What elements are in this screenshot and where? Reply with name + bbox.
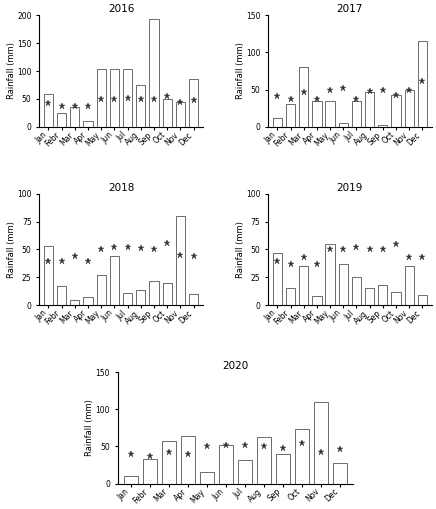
- Bar: [136, 290, 145, 305]
- Y-axis label: Rainfall (mm): Rainfall (mm): [85, 400, 94, 456]
- Bar: [326, 101, 335, 127]
- Bar: [339, 123, 348, 127]
- Bar: [352, 277, 361, 305]
- Bar: [189, 79, 198, 127]
- Bar: [124, 476, 138, 484]
- Bar: [110, 69, 119, 127]
- Title: 2019: 2019: [337, 183, 363, 193]
- Bar: [163, 99, 172, 127]
- Bar: [295, 429, 309, 484]
- Bar: [286, 289, 295, 305]
- Bar: [57, 113, 66, 127]
- Bar: [97, 69, 106, 127]
- Bar: [312, 296, 321, 305]
- Bar: [123, 69, 132, 127]
- Bar: [70, 107, 79, 127]
- Bar: [238, 460, 252, 484]
- Bar: [44, 246, 53, 305]
- Title: 2020: 2020: [222, 361, 249, 371]
- Bar: [136, 85, 145, 127]
- Bar: [143, 459, 157, 484]
- Bar: [44, 95, 53, 127]
- Bar: [392, 292, 401, 305]
- Bar: [83, 121, 92, 127]
- Bar: [378, 125, 388, 127]
- Title: 2018: 2018: [108, 183, 134, 193]
- Bar: [312, 101, 321, 127]
- Bar: [418, 295, 427, 305]
- Title: 2017: 2017: [337, 5, 363, 14]
- Title: 2016: 2016: [108, 5, 134, 14]
- Bar: [97, 275, 106, 305]
- Bar: [299, 67, 308, 127]
- Y-axis label: Rainfall (mm): Rainfall (mm): [7, 43, 16, 99]
- Bar: [273, 253, 282, 305]
- Bar: [83, 297, 92, 305]
- Bar: [286, 104, 295, 127]
- Bar: [339, 264, 348, 305]
- Bar: [57, 286, 66, 305]
- Bar: [365, 289, 374, 305]
- Bar: [276, 454, 290, 484]
- Bar: [219, 445, 232, 484]
- Bar: [326, 244, 335, 305]
- Bar: [70, 300, 79, 305]
- Bar: [176, 102, 185, 127]
- Bar: [418, 41, 427, 127]
- Bar: [176, 216, 185, 305]
- Bar: [314, 402, 327, 484]
- Bar: [162, 441, 176, 484]
- Y-axis label: Rainfall (mm): Rainfall (mm): [235, 43, 245, 99]
- Bar: [378, 285, 388, 305]
- Bar: [405, 90, 414, 127]
- Y-axis label: Rainfall (mm): Rainfall (mm): [7, 221, 16, 278]
- Bar: [273, 118, 282, 127]
- Bar: [352, 101, 361, 127]
- Bar: [150, 280, 159, 305]
- Bar: [392, 95, 401, 127]
- Bar: [163, 283, 172, 305]
- Bar: [333, 464, 347, 484]
- Y-axis label: Rainfall (mm): Rainfall (mm): [235, 221, 245, 278]
- Bar: [181, 436, 194, 484]
- Bar: [123, 293, 132, 305]
- Bar: [200, 472, 214, 484]
- Bar: [257, 437, 271, 484]
- Bar: [110, 256, 119, 305]
- Bar: [189, 294, 198, 305]
- Bar: [405, 266, 414, 305]
- Bar: [150, 19, 159, 127]
- Bar: [365, 92, 374, 127]
- Bar: [299, 266, 308, 305]
